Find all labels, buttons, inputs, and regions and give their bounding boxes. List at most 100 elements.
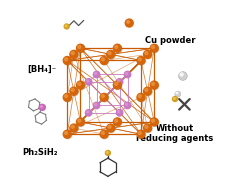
Circle shape bbox=[76, 44, 85, 52]
Circle shape bbox=[174, 98, 175, 99]
Circle shape bbox=[108, 52, 111, 55]
Circle shape bbox=[114, 45, 122, 53]
Circle shape bbox=[145, 52, 148, 55]
Circle shape bbox=[144, 51, 152, 59]
Circle shape bbox=[144, 124, 152, 132]
Circle shape bbox=[63, 57, 71, 64]
Circle shape bbox=[145, 125, 148, 128]
Circle shape bbox=[41, 106, 43, 108]
Circle shape bbox=[65, 95, 68, 98]
Circle shape bbox=[138, 94, 145, 102]
Circle shape bbox=[151, 119, 159, 126]
Circle shape bbox=[114, 82, 122, 90]
Circle shape bbox=[138, 57, 145, 65]
Circle shape bbox=[138, 58, 141, 61]
Text: Ph₂SiH₂: Ph₂SiH₂ bbox=[22, 148, 58, 157]
Circle shape bbox=[115, 82, 118, 85]
Circle shape bbox=[113, 44, 121, 52]
Circle shape bbox=[101, 58, 104, 61]
Circle shape bbox=[114, 119, 122, 126]
Circle shape bbox=[107, 125, 115, 133]
Circle shape bbox=[137, 93, 145, 101]
Circle shape bbox=[180, 73, 183, 76]
Circle shape bbox=[71, 88, 74, 91]
Circle shape bbox=[138, 132, 141, 135]
Circle shape bbox=[145, 88, 148, 91]
Circle shape bbox=[100, 130, 108, 138]
Circle shape bbox=[77, 82, 85, 90]
Circle shape bbox=[95, 103, 97, 106]
Circle shape bbox=[144, 88, 152, 96]
Circle shape bbox=[144, 125, 152, 133]
Text: Without
reducing agents: Without reducing agents bbox=[136, 124, 214, 143]
Circle shape bbox=[152, 82, 155, 85]
Circle shape bbox=[124, 71, 131, 78]
Circle shape bbox=[101, 132, 104, 135]
Circle shape bbox=[101, 131, 109, 139]
Circle shape bbox=[76, 81, 85, 89]
Circle shape bbox=[95, 72, 97, 75]
Circle shape bbox=[127, 21, 129, 23]
Circle shape bbox=[137, 130, 145, 138]
Circle shape bbox=[125, 103, 128, 106]
Circle shape bbox=[115, 119, 118, 122]
Circle shape bbox=[100, 57, 108, 64]
Circle shape bbox=[125, 72, 128, 75]
Circle shape bbox=[107, 124, 115, 132]
Circle shape bbox=[85, 79, 92, 85]
Circle shape bbox=[101, 95, 104, 98]
Circle shape bbox=[101, 57, 109, 65]
Circle shape bbox=[78, 46, 81, 49]
Circle shape bbox=[138, 131, 145, 139]
Circle shape bbox=[117, 111, 120, 113]
Circle shape bbox=[77, 119, 85, 126]
Circle shape bbox=[175, 91, 181, 97]
Circle shape bbox=[152, 119, 155, 122]
Circle shape bbox=[113, 81, 121, 89]
Circle shape bbox=[105, 150, 110, 155]
Circle shape bbox=[117, 80, 120, 82]
Circle shape bbox=[108, 125, 111, 128]
Circle shape bbox=[70, 50, 78, 58]
Circle shape bbox=[77, 45, 85, 53]
Circle shape bbox=[64, 57, 72, 65]
Circle shape bbox=[150, 81, 158, 89]
Circle shape bbox=[87, 111, 89, 113]
Circle shape bbox=[101, 94, 109, 102]
Circle shape bbox=[115, 46, 118, 49]
Circle shape bbox=[93, 71, 100, 78]
Circle shape bbox=[63, 93, 71, 101]
Circle shape bbox=[85, 110, 92, 116]
Circle shape bbox=[137, 57, 145, 64]
Circle shape bbox=[107, 50, 115, 58]
Circle shape bbox=[70, 87, 78, 95]
Circle shape bbox=[107, 51, 115, 59]
Circle shape bbox=[71, 52, 74, 55]
Circle shape bbox=[116, 110, 123, 116]
Circle shape bbox=[144, 87, 152, 95]
Circle shape bbox=[176, 92, 178, 94]
Circle shape bbox=[64, 24, 69, 29]
Text: [BH₄]⁻: [BH₄]⁻ bbox=[27, 64, 56, 74]
Circle shape bbox=[65, 25, 67, 27]
Circle shape bbox=[65, 58, 68, 61]
Circle shape bbox=[71, 125, 78, 133]
Circle shape bbox=[71, 88, 78, 96]
Circle shape bbox=[152, 46, 155, 49]
Circle shape bbox=[71, 125, 74, 128]
Circle shape bbox=[70, 124, 78, 132]
Circle shape bbox=[179, 72, 187, 80]
Circle shape bbox=[172, 97, 177, 101]
Circle shape bbox=[63, 130, 71, 138]
Circle shape bbox=[78, 119, 81, 122]
Circle shape bbox=[151, 82, 159, 90]
Circle shape bbox=[76, 118, 85, 126]
Circle shape bbox=[100, 93, 108, 101]
Circle shape bbox=[116, 79, 123, 85]
Circle shape bbox=[150, 44, 158, 52]
Circle shape bbox=[150, 118, 158, 126]
Circle shape bbox=[113, 118, 121, 126]
Circle shape bbox=[87, 80, 89, 82]
Circle shape bbox=[65, 132, 68, 135]
Circle shape bbox=[64, 131, 72, 139]
